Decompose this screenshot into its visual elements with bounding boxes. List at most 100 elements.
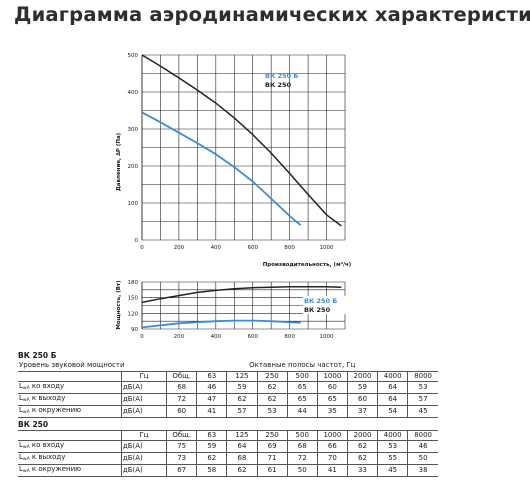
- pressure-x-tick-label: 400: [211, 245, 222, 251]
- table-cell: 62: [256, 381, 288, 394]
- pressure-y-tick-label: 300: [128, 127, 139, 133]
- header-cell: 500: [286, 429, 318, 441]
- row-label-symbol: L: [19, 393, 23, 402]
- table-cell: 65: [286, 381, 318, 394]
- row-label: LwA к выходу: [18, 393, 122, 406]
- row-label-symbol: L: [19, 464, 23, 473]
- table-cell: 65: [316, 393, 348, 406]
- table-header-row: Гц Общ. 63 125 250 500 1000 2000 4000 80…: [18, 371, 438, 382]
- pressure-ticks: 0 200 400 600 800 1000 0 100 200 300 400 500: [128, 53, 335, 251]
- table-cell: 62: [346, 440, 378, 453]
- pressure-x-tick-label: 200: [174, 245, 185, 251]
- table-cell: 53: [256, 405, 288, 418]
- table-row: LwA к выходу дБ(А) 73 62 68 71 72 70 62 55 50: [18, 452, 438, 465]
- header-cell: Гц: [120, 371, 167, 382]
- table-cell: 60: [316, 381, 348, 394]
- header-cell: 500: [286, 371, 318, 382]
- table-cell: 62: [226, 393, 258, 406]
- row-label-subscript: wA: [22, 385, 30, 391]
- header-cell: 63: [196, 429, 227, 441]
- row-label-text: к выходу: [29, 393, 66, 402]
- row-label-subscript: wA: [22, 456, 30, 462]
- table-cell: 55: [377, 452, 408, 465]
- legend-item-bk250b: ВК 250 Б: [265, 72, 298, 80]
- page-title: Диаграмма аэродинамических характеристик: [14, 3, 530, 26]
- table-cell: 46: [196, 381, 227, 394]
- pressure-x-tick-label: 800: [284, 245, 295, 251]
- table-cell: 37: [346, 405, 378, 418]
- row-label-subscript: wA: [22, 397, 30, 403]
- table-cell: 35: [316, 405, 348, 418]
- table-cell: 45: [377, 464, 408, 477]
- table-cell: 62: [226, 464, 258, 477]
- pressure-grid: [141, 54, 346, 241]
- table-cell: 44: [286, 405, 318, 418]
- table-cell: 68: [226, 452, 258, 465]
- power-y-tick-label: 90: [131, 327, 138, 333]
- legend-item-bk250: ВК 250: [265, 81, 292, 89]
- row-label-text: ко входу: [29, 381, 65, 390]
- row-unit: дБ(А): [120, 452, 167, 465]
- sound-tables: ВК 250 Б Уровень звуковой мощности Октав…: [18, 351, 438, 477]
- table-row: LwA к окружению дБ(А) 60 41 57 53 44 35 37 54 45: [18, 405, 438, 418]
- pressure-xlabel: Производительность, (м³/ч): [263, 261, 352, 268]
- power-lines: [141, 285, 342, 329]
- table-cell: 45: [407, 405, 438, 418]
- pressure-y-tick-label: 100: [128, 201, 139, 207]
- pressure-ylabel: Давление, ∆P (Па): [116, 132, 122, 191]
- header-cell: 125: [226, 371, 258, 382]
- power-grid: [141, 281, 346, 330]
- table-row: LwA ко входу дБ(А) 68 46 59 62 65 60 59 64 53: [18, 381, 438, 394]
- row-label-text: ко входу: [29, 440, 65, 449]
- header-cell: 125: [226, 429, 258, 441]
- table-cell: 38: [407, 464, 438, 477]
- table-cell: 59: [346, 381, 378, 394]
- header-cell: [18, 371, 122, 382]
- table-row: LwA ко входу дБ(А) 75 59 64 69 68 66 62 53 46: [18, 440, 438, 453]
- power-ylabel: Мощность, (Вт): [116, 280, 122, 330]
- pressure-y-tick-label: 0: [135, 238, 139, 244]
- header-cell: 2000: [346, 371, 378, 382]
- table-cell: 58: [196, 464, 227, 477]
- table-title-bk250: ВК 250: [18, 419, 49, 429]
- row-label: LwA ко входу: [18, 440, 122, 453]
- table-cell: 53: [407, 381, 438, 394]
- table-cell: 57: [226, 405, 258, 418]
- power-x-tick-label: 600: [247, 334, 258, 340]
- table-cell: 71: [256, 452, 288, 465]
- row-label-subscript: wA: [22, 409, 30, 415]
- table-cell: 57: [407, 393, 438, 406]
- pressure-series-line-1: [141, 54, 342, 227]
- power-y-tick-label: 180: [128, 280, 139, 286]
- pressure-x-tick-label: 1000: [320, 245, 334, 251]
- power-ticks: 0 200 400 600 800 1000 90 120 150 180: [128, 280, 335, 340]
- table-cell: 72: [166, 393, 197, 406]
- pressure-x-tick-label: 0: [140, 245, 144, 251]
- row-label-text: к выходу: [29, 452, 66, 461]
- row-unit: дБ(А): [120, 405, 167, 418]
- row-unit: дБ(А): [120, 381, 167, 394]
- legend-item-bk250: ВК 250: [304, 306, 331, 314]
- header-cell: 4000: [377, 429, 408, 441]
- power-series-line-0: [141, 319, 301, 329]
- table-cell: 62: [256, 393, 288, 406]
- row-label: LwA к выходу: [18, 452, 122, 465]
- table-cell: 68: [166, 381, 197, 394]
- header-cell: 1000: [316, 371, 348, 382]
- table-header-row: Гц Общ. 63 125 250 500 1000 2000 4000 80…: [18, 429, 438, 441]
- header-cell: 2000: [346, 429, 378, 441]
- table-cell: 62: [346, 452, 378, 465]
- header-cell: Гц: [120, 429, 167, 441]
- row-label: LwA ко входу: [18, 381, 122, 394]
- pressure-chart: 0 200 400 600 800 1000 0 100 200 300 400 500 Давлен…: [116, 53, 352, 268]
- row-label-symbol: L: [19, 381, 23, 390]
- table-cell: 69: [256, 440, 288, 453]
- pressure-lines: [141, 54, 342, 227]
- header-cell: 4000: [377, 371, 408, 382]
- row-label-text: к окружению: [29, 405, 82, 414]
- pressure-legend: ВК 250 Б ВК 250: [265, 72, 298, 89]
- table-cell: 65: [286, 393, 318, 406]
- table-cell: 33: [346, 464, 378, 477]
- sound-table-bk250b: Уровень звуковой мощности Октавные полос…: [18, 361, 438, 418]
- header-cell: Общ.: [166, 371, 197, 382]
